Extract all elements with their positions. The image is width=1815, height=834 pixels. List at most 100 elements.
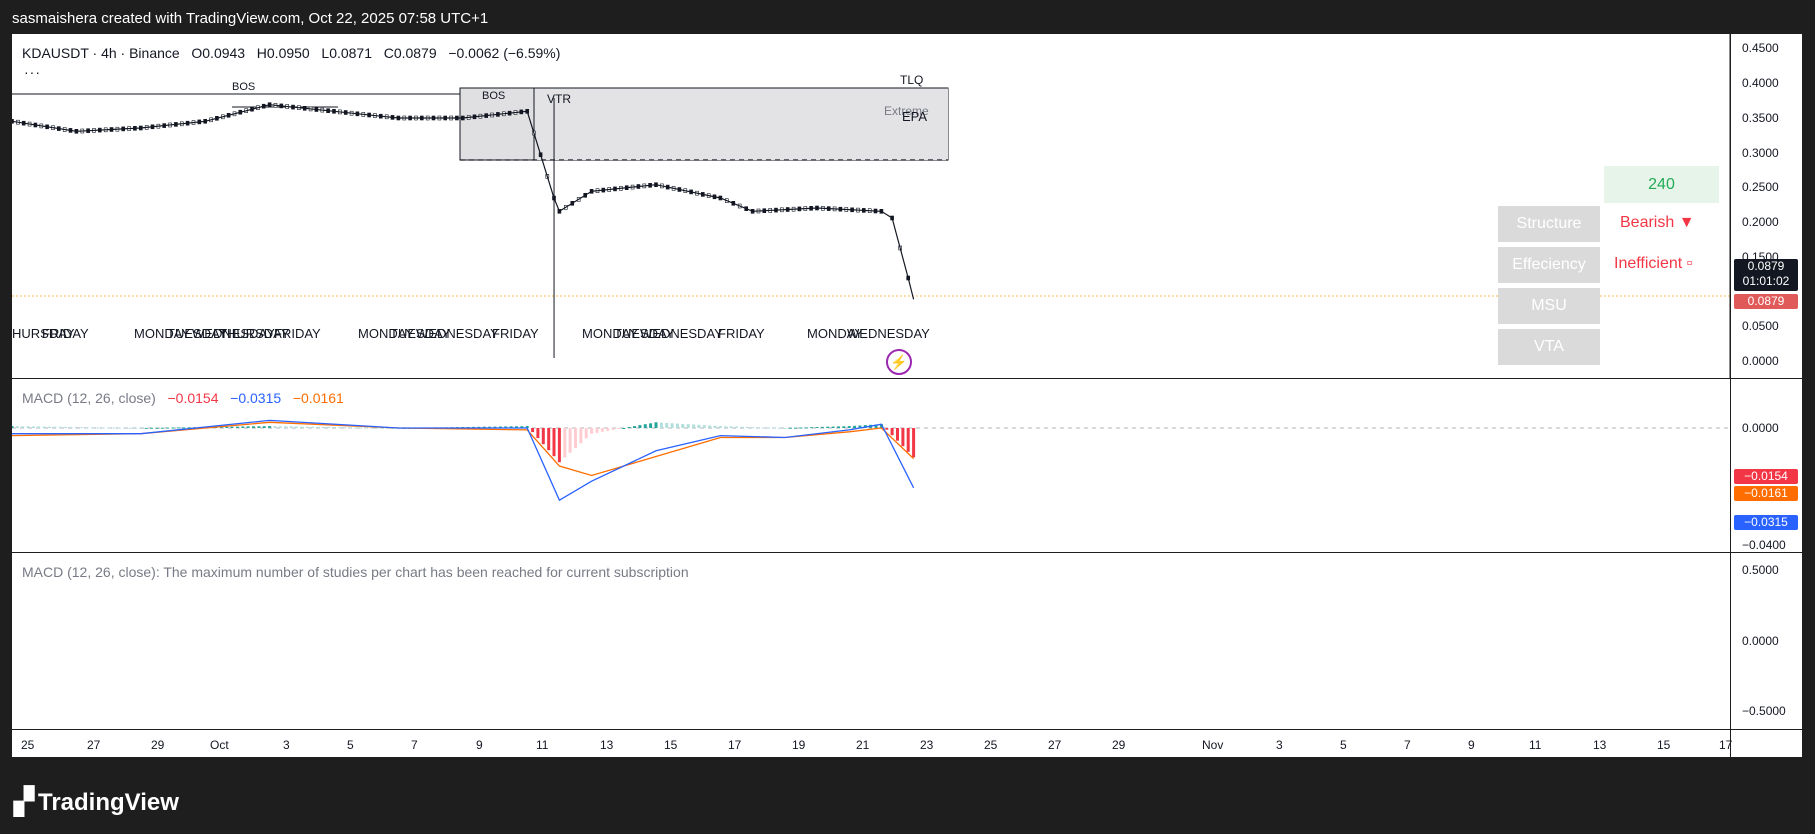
histogram-bar — [294, 426, 298, 428]
tradingview-logo[interactable]: ▞ TradingView — [14, 786, 179, 817]
histogram-bar — [568, 428, 572, 453]
time-tick: 17 — [728, 738, 742, 752]
histogram-bar — [643, 424, 647, 428]
histogram-bar — [354, 427, 357, 429]
histogram-bar — [504, 426, 508, 428]
histogram-bar — [166, 427, 170, 429]
histogram-bar — [649, 423, 653, 428]
histogram-bar — [123, 427, 127, 429]
histogram-bar — [311, 426, 314, 428]
histogram-bar — [713, 425, 717, 428]
time-tick: 11 — [536, 738, 549, 752]
time-tick: 9 — [1468, 738, 1475, 752]
histogram-bar — [563, 428, 567, 458]
time-tick: 25 — [21, 738, 35, 752]
histogram-bar — [32, 426, 35, 428]
macd-tick: −0.0400 — [1742, 538, 1786, 552]
price-countdown-tag: 0.0879 01:01:02 — [1734, 259, 1798, 291]
histogram-bar — [74, 427, 78, 428]
macd2-pane[interactable]: MACD (12, 26, close): The maximum number… — [12, 553, 1802, 730]
histogram-bar — [252, 426, 255, 428]
structure-cell: Structure — [1498, 206, 1600, 242]
day-label-monday-4: MONDAY — [807, 326, 864, 341]
msu-cell: MSU — [1498, 288, 1600, 324]
price-series — [11, 104, 915, 300]
time-tick: 19 — [792, 738, 806, 752]
epa-label: EPA — [902, 109, 927, 124]
histogram-bar — [600, 428, 604, 432]
lightning-icon[interactable]: ⚡ — [886, 349, 912, 375]
histogram-bar — [595, 428, 599, 433]
histogram-bar — [128, 427, 132, 429]
histogram-bar — [69, 427, 73, 428]
macd-title[interactable]: MACD (12, 26, close) — [22, 390, 156, 406]
histogram-bar — [375, 427, 379, 429]
macd-legend[interactable]: MACD (12, 26, close) −0.0154 −0.0315 −0.… — [22, 390, 344, 406]
time-tick: 29 — [151, 738, 165, 752]
bos-label-1: BOS — [232, 81, 255, 93]
histogram-bar — [225, 426, 229, 428]
price-tick: 0.2500 — [1742, 180, 1779, 194]
histogram-bar — [337, 427, 341, 429]
histogram-bar — [735, 426, 738, 428]
histogram-bar — [10, 426, 14, 428]
price-tag-value: 0.0879 — [1747, 259, 1785, 273]
histogram-bar — [112, 427, 116, 429]
histogram-bar — [498, 426, 502, 428]
macd-signal-value: −0.0161 — [292, 390, 344, 406]
histogram-bar — [745, 426, 749, 428]
histogram-bar — [150, 427, 153, 429]
day-label-wednesday-2: WEDNESDAY — [416, 326, 499, 341]
macd-pane[interactable]: MACD (12, 26, close) −0.0154 −0.0315 −0.… — [10, 379, 1802, 553]
histogram-bar — [332, 427, 336, 428]
macd-hist-tag: −0.0154 — [1734, 469, 1798, 484]
histogram-bar — [268, 426, 272, 428]
extreme-label: Extreme — [884, 104, 929, 118]
time-tick: 27 — [87, 738, 101, 752]
histogram-bar — [278, 426, 282, 428]
histogram-bar — [246, 426, 250, 428]
chart-legend[interactable]: KDAUSDT · 4h · Binance O0.0943 H0.0950 L… — [22, 45, 560, 61]
histogram-bar — [187, 427, 191, 429]
day-label-friday-2: FRIDAY — [274, 326, 321, 341]
histogram-bar — [305, 426, 309, 428]
histogram-bar — [574, 428, 577, 448]
histogram-bar — [541, 428, 545, 445]
time-tick: 9 — [476, 738, 483, 752]
macd-chart-svg[interactable] — [10, 379, 1802, 552]
time-tick: Oct — [210, 738, 229, 752]
brand-name: TradingView — [38, 789, 179, 816]
legend-more-button[interactable]: ··· — [24, 64, 41, 80]
histogram-bar — [155, 427, 159, 429]
symbol-label[interactable]: KDAUSDT · 4h · Binance — [22, 45, 180, 61]
histogram-bar — [708, 425, 712, 428]
chart-frame[interactable]: BOS BOS VTR TLQ Extreme EPA KDAUSDT · 4h… — [10, 34, 1802, 757]
histogram-bar — [42, 426, 46, 428]
histogram-bar — [633, 426, 636, 428]
macd-series — [12, 419, 915, 502]
histogram-bar — [697, 424, 701, 428]
histogram-bar — [670, 423, 674, 429]
histogram-bar — [896, 428, 899, 441]
histogram-bar — [552, 428, 556, 457]
time-tick: Nov — [1202, 738, 1224, 752]
time-axis[interactable]: 25 27 29 Oct 3 5 7 9 11 13 15 17 19 21 2… — [12, 730, 1802, 757]
histogram-bar — [21, 426, 25, 428]
histogram-bar — [740, 426, 744, 428]
histogram-bar — [761, 427, 765, 429]
study-limit-message: MACD (12, 26, close): The maximum number… — [22, 564, 689, 580]
day-label-tuesday: TUESDAY — [167, 326, 228, 341]
histogram-bar — [80, 427, 84, 429]
histogram-bar — [681, 423, 685, 428]
histogram-bar — [380, 427, 384, 429]
high-value: 0.0950 — [266, 45, 310, 61]
histogram-bar — [139, 428, 143, 429]
price-pane[interactable]: BOS BOS VTR TLQ Extreme EPA KDAUSDT · 4h… — [10, 34, 1802, 379]
extreme-zone — [534, 88, 948, 160]
histogram-bar — [724, 426, 728, 428]
day-label-friday-3: FRIDAY — [492, 326, 539, 341]
histogram-bar — [842, 426, 846, 428]
macd-tick: 0.0000 — [1742, 421, 1779, 435]
histogram-bar — [257, 426, 261, 428]
histogram-bar — [831, 426, 835, 428]
